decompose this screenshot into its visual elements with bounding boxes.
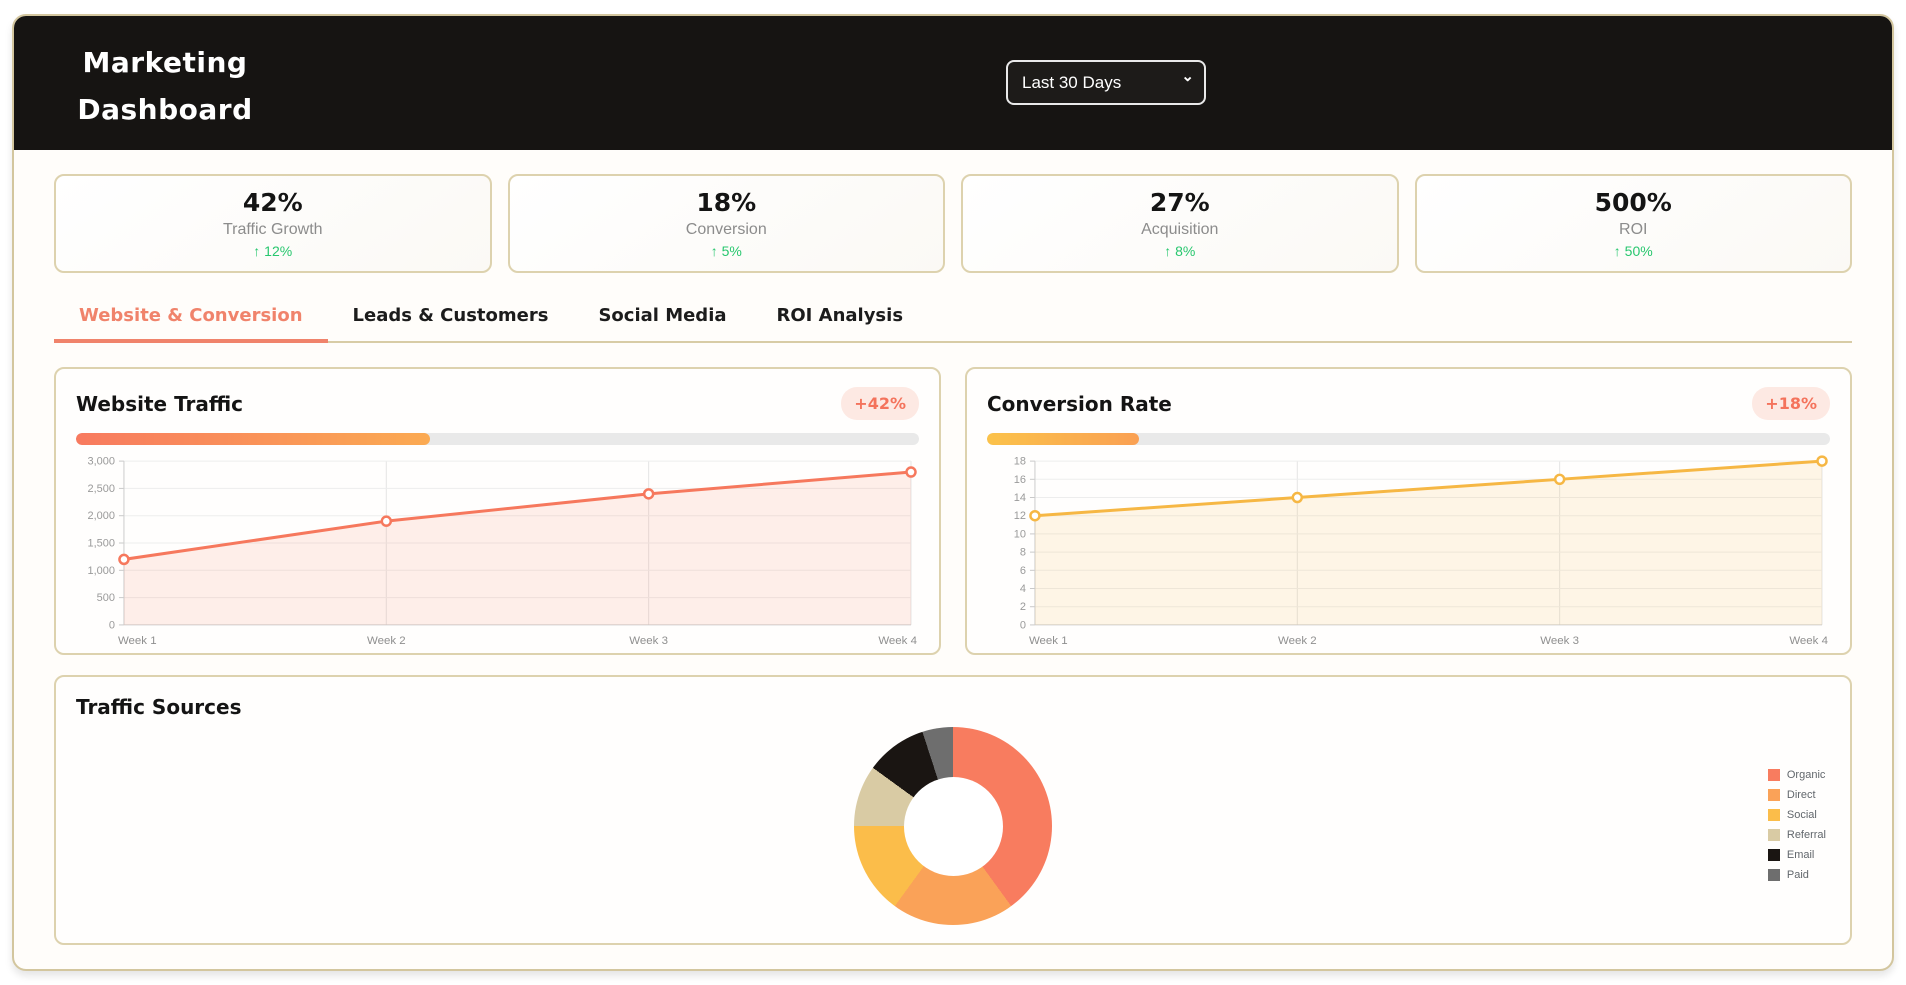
stats-row: 42% Traffic Growth ↑ 12% 18% Conversion … [54,174,1852,273]
stat-change: ↑ 50% [1613,243,1653,259]
svg-text:14: 14 [1014,492,1026,504]
legend-item-social[interactable]: Social [1767,809,1826,821]
svg-text:0: 0 [1020,619,1026,631]
stat-change: ↑ 12% [253,243,293,259]
website-traffic-card: Website Traffic +42% 0 500 1,000 1,500 2,000… [54,367,941,655]
svg-text:Week 2: Week 2 [367,635,406,647]
growth-badge: +42% [841,387,919,420]
legend-swatch-icon [1767,809,1780,821]
stat-value: 42% [242,188,303,217]
tab-bar: Website & Conversion Leads & Customers S… [54,301,1852,343]
svg-text:0: 0 [109,619,115,631]
svg-text:16: 16 [1014,474,1026,486]
legend-swatch-icon [1767,829,1780,841]
svg-text:Week 4: Week 4 [1789,635,1828,647]
svg-text:Week 2: Week 2 [1278,635,1317,647]
legend-swatch-icon [1767,849,1780,861]
legend-swatch-icon [1767,789,1780,801]
traffic-sources-card: Traffic Sources Organic Direct Social Refer… [54,675,1852,945]
chart-header: Conversion Rate +18% [987,387,1830,420]
charts-row: Website Traffic +42% 0 500 1,000 1,500 2,000… [54,367,1852,655]
svg-text:1,500: 1,500 [88,538,115,550]
stat-value: 18% [696,188,757,217]
dashboard-page: Marketing Dashboard Last 30 Days ⌄ 42% T… [12,14,1894,971]
stat-change: ↑ 5% [710,243,742,259]
donut-legend: Organic Direct Social Referral Email Paid [1767,769,1826,881]
svg-text:500: 500 [97,592,115,604]
svg-text:1,000: 1,000 [88,565,115,577]
stat-card-conversion: 18% Conversion ↑ 5% [507,174,945,273]
tab-social-media[interactable]: Social Media [573,301,751,343]
svg-text:2,500: 2,500 [88,483,115,495]
stat-label: Acquisition [1141,221,1219,238]
legend-item-paid[interactable]: Paid [1767,869,1826,881]
svg-text:6: 6 [1020,565,1026,577]
svg-text:8: 8 [1020,547,1026,559]
legend-item-organic[interactable]: Organic [1767,769,1826,781]
progress-bar [76,433,919,445]
svg-text:Week 4: Week 4 [878,635,917,647]
chart-title: Traffic Sources [76,695,242,719]
legend-label: Organic [1786,769,1826,781]
period-select-wrap: Last 30 Days ⌄ [1006,60,1206,105]
svg-text:Week 3: Week 3 [1540,635,1579,647]
tab-roi-analysis[interactable]: ROI Analysis [752,301,929,343]
conversion-rate-line-chart[interactable]: 0 2 4 6 8 10 12 14 16 18 Week 1 Week 2 Week 3 Week 4 [987,451,1830,651]
stat-label: Conversion [685,221,767,238]
legend-swatch-icon [1767,869,1780,881]
progress-fill [987,433,1139,445]
svg-text:Week 1: Week 1 [1029,635,1068,647]
legend-label: Direct [1786,789,1816,801]
svg-text:Week 3: Week 3 [629,635,668,647]
tab-leads-customers[interactable]: Leads & Customers [328,301,574,343]
progress-fill [76,433,431,445]
stat-card-acquisition: 27% Acquisition ↑ 8% [961,174,1399,273]
svg-text:2,000: 2,000 [88,510,115,522]
svg-text:10: 10 [1014,528,1026,540]
chart-header: Website Traffic +42% [76,387,919,420]
stat-change: ↑ 8% [1164,243,1196,259]
legend-label: Social [1786,809,1817,821]
stat-label: ROI [1619,221,1648,238]
stat-card-roi: 500% ROI ↑ 50% [1414,174,1852,273]
svg-text:12: 12 [1014,510,1026,522]
conversion-rate-card: Conversion Rate +18% 0 2 4 6 8 10 12 14 16 18 Week… [965,367,1852,655]
legend-item-email[interactable]: Email [1767,849,1826,861]
svg-text:3,000: 3,000 [88,456,115,468]
page-title: Marketing Dashboard [77,46,253,126]
legend-label: Referral [1786,829,1826,841]
legend-item-direct[interactable]: Direct [1767,789,1826,801]
progress-bar [987,433,1830,445]
svg-text:4: 4 [1020,583,1026,595]
traffic-sources-donut-chart[interactable] [854,727,1052,925]
stat-value: 500% [1594,188,1672,217]
header: Marketing Dashboard Last 30 Days ⌄ [14,16,1892,150]
chart-title: Website Traffic [76,391,244,416]
chart-title: Conversion Rate [987,391,1172,416]
website-traffic-line-chart[interactable]: 0 500 1,000 1,500 2,000 2,500 3,000 Week 1 Week … [76,451,919,651]
svg-text:18: 18 [1014,456,1026,468]
stat-label: Traffic Growth [222,221,323,238]
svg-text:2: 2 [1020,601,1026,613]
svg-text:Week 1: Week 1 [118,635,157,647]
stat-value: 27% [1149,188,1210,217]
legend-label: Paid [1786,869,1809,881]
growth-badge: +18% [1752,387,1830,420]
period-select[interactable]: Last 30 Days [1006,60,1206,105]
stat-card-traffic-growth: 42% Traffic Growth ↑ 12% [54,174,492,273]
legend-label: Email [1786,849,1815,861]
main-content: 42% Traffic Growth ↑ 12% 18% Conversion … [14,150,1892,969]
legend-swatch-icon [1767,769,1780,781]
legend-item-referral[interactable]: Referral [1767,829,1826,841]
tab-website-conversion[interactable]: Website & Conversion [54,301,328,343]
